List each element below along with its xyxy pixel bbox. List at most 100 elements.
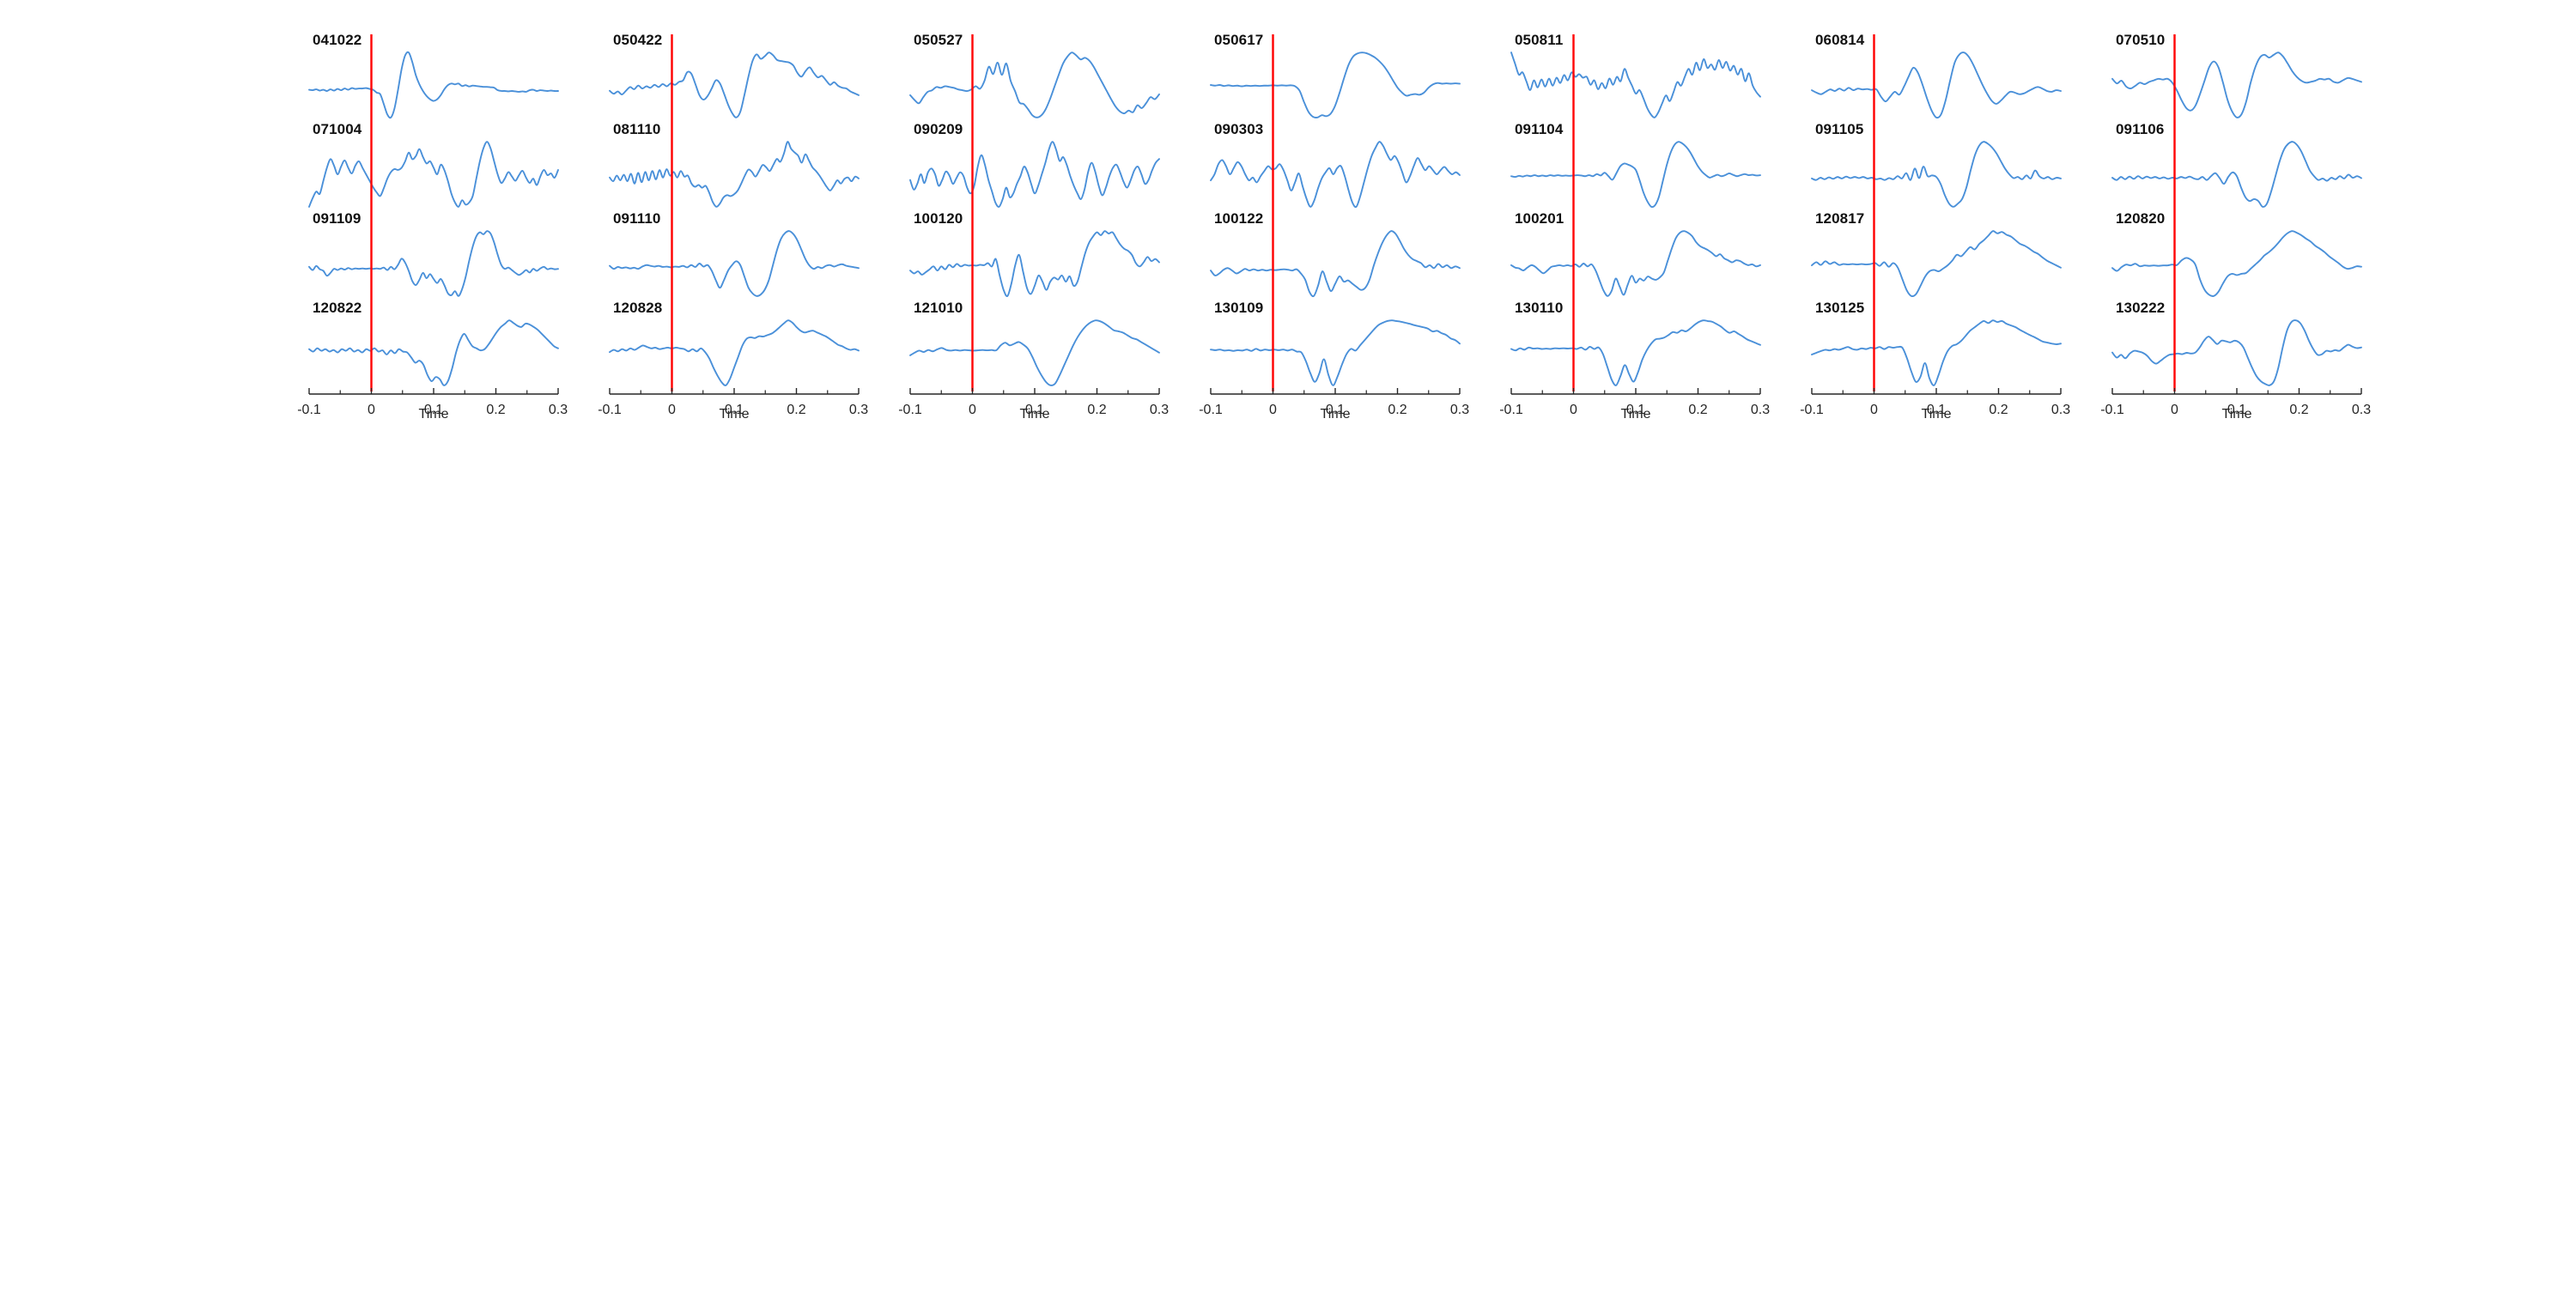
- waveform-plot: [1210, 213, 1461, 302]
- x-tick-label: 0.3: [1449, 403, 1470, 417]
- x-tick-label: 0.3: [2050, 403, 2071, 417]
- waveform-plot: [1811, 302, 2062, 391]
- x-axis-label: Time: [418, 407, 449, 422]
- x-axis-label: Time: [1320, 407, 1351, 422]
- x-tick-label: 0: [668, 403, 676, 417]
- waveform-plot: [308, 213, 559, 302]
- x-tick-label: 0.3: [1149, 403, 1170, 417]
- subplot-title: 130109: [1214, 300, 1264, 316]
- signal-trace: [1510, 230, 1761, 297]
- x-tick-label: 0.2: [1989, 403, 2008, 417]
- signal-trace: [308, 319, 559, 386]
- signal-trace: [609, 230, 860, 297]
- waveform-plot: [909, 213, 1160, 302]
- waveform-plot: [1811, 34, 2062, 124]
- signal-trace: [1510, 141, 1761, 209]
- signal-trace: [1811, 230, 2062, 298]
- x-tick-label: -0.1: [297, 403, 321, 417]
- x-axis-label: Time: [1019, 407, 1050, 422]
- x-tick-label: -0.1: [1800, 403, 1824, 417]
- x-axis-label: Time: [2221, 407, 2252, 422]
- signal-trace: [609, 141, 860, 208]
- waveform-plot: [1510, 213, 1761, 302]
- signal-trace: [1210, 52, 1461, 118]
- waveform-plot: [2111, 124, 2362, 213]
- signal-trace: [909, 230, 1160, 297]
- waveform-plot: [308, 302, 559, 391]
- signal-trace: [1210, 319, 1461, 386]
- subplot-title: 050811: [1515, 32, 1564, 48]
- subplot-title: 090303: [1214, 121, 1264, 137]
- subplot-title: 091105: [1815, 121, 1864, 137]
- subplot-title: 081110: [613, 121, 661, 137]
- subplot-title: 090209: [914, 121, 963, 137]
- waveform-plot: [308, 124, 559, 213]
- subplot-title: 071004: [313, 121, 362, 137]
- x-axis-label: Time: [1921, 407, 1952, 422]
- x-axis: -0.1 0 0.1 0.2 0.3 Time: [1199, 388, 1469, 422]
- subplot-title: 050422: [613, 32, 663, 48]
- signal-trace: [909, 319, 1160, 386]
- signal-trace: [2111, 52, 2362, 118]
- x-tick-label: 0.3: [2351, 403, 2372, 417]
- subplot-title: 130125: [1815, 300, 1865, 316]
- subplot-title: 091110: [613, 210, 661, 227]
- x-tick-label: 0.3: [1750, 403, 1771, 417]
- signal-trace: [909, 141, 1160, 208]
- signal-trace: [2111, 319, 2362, 386]
- subplot-title: 120822: [313, 300, 362, 316]
- waveform-plot: [2111, 213, 2362, 302]
- signal-trace: [308, 51, 559, 119]
- panel-grid: 041022 050422 050527 050617 050811 060814 0705…: [297, 32, 2447, 496]
- waveform-plot: [909, 34, 1160, 124]
- signal-trace: [1811, 141, 2062, 208]
- x-tick-label: 0.2: [1388, 403, 1407, 417]
- x-tick-label: 0: [1570, 403, 1577, 417]
- subplot-title: 091109: [313, 210, 361, 227]
- x-axis: -0.1 0 0.1 0.2 0.3 Time: [898, 388, 1169, 422]
- x-tick-label: 0: [1269, 403, 1277, 417]
- waveform-plot: [909, 302, 1160, 391]
- subplot-title: 120820: [2116, 210, 2166, 227]
- subplot-title: 100122: [1214, 210, 1264, 227]
- x-tick-label: -0.1: [1499, 403, 1523, 417]
- subplot-title: 130222: [2116, 300, 2166, 316]
- subplot-title: 130110: [1515, 300, 1564, 316]
- waveform-plot: [1510, 124, 1761, 213]
- x-axis: -0.1 0 0.1 0.2 0.3 Time: [598, 388, 868, 422]
- waveform-plot: [609, 302, 860, 391]
- x-tick-label: -0.1: [898, 403, 922, 417]
- x-axis: -0.1 0 0.1 0.2 0.3 Time: [1800, 388, 2070, 422]
- signal-trace: [2111, 141, 2362, 208]
- x-tick-label: 0.1: [1926, 403, 1947, 417]
- subplot-title: 100201: [1515, 210, 1564, 227]
- x-tick-label: 0: [368, 403, 375, 417]
- x-tick-label: 0.2: [1688, 403, 1708, 417]
- waveform-plot: [1210, 124, 1461, 213]
- waveform-plot: [2111, 34, 2362, 124]
- waveform-plot: [909, 124, 1160, 213]
- subplot-title: 091106: [2116, 121, 2165, 137]
- x-tick-label: 0.1: [423, 403, 444, 417]
- signal-trace: [1510, 52, 1761, 118]
- signal-trace: [2111, 230, 2362, 297]
- x-tick-label: 0.2: [2289, 403, 2309, 417]
- x-tick-label: 0.1: [2227, 403, 2247, 417]
- subplot-title: 050527: [914, 32, 963, 48]
- signal-trace: [308, 141, 559, 208]
- x-tick-label: 0: [2171, 403, 2178, 417]
- x-tick-label: 0.1: [1325, 403, 1346, 417]
- signal-trace: [609, 52, 860, 118]
- subplot-title: 100120: [914, 210, 963, 227]
- waveform-plot: [1811, 213, 2062, 302]
- signal-trace: [909, 52, 1160, 118]
- signal-trace: [308, 230, 559, 297]
- x-axis-label: Time: [719, 407, 750, 422]
- waveform-plot: [2111, 302, 2362, 391]
- subplot-title: 070510: [2116, 32, 2166, 48]
- signal-trace: [1210, 141, 1461, 209]
- x-tick-label: -0.1: [598, 403, 622, 417]
- x-tick-label: 0.1: [724, 403, 744, 417]
- signal-trace: [1210, 230, 1461, 298]
